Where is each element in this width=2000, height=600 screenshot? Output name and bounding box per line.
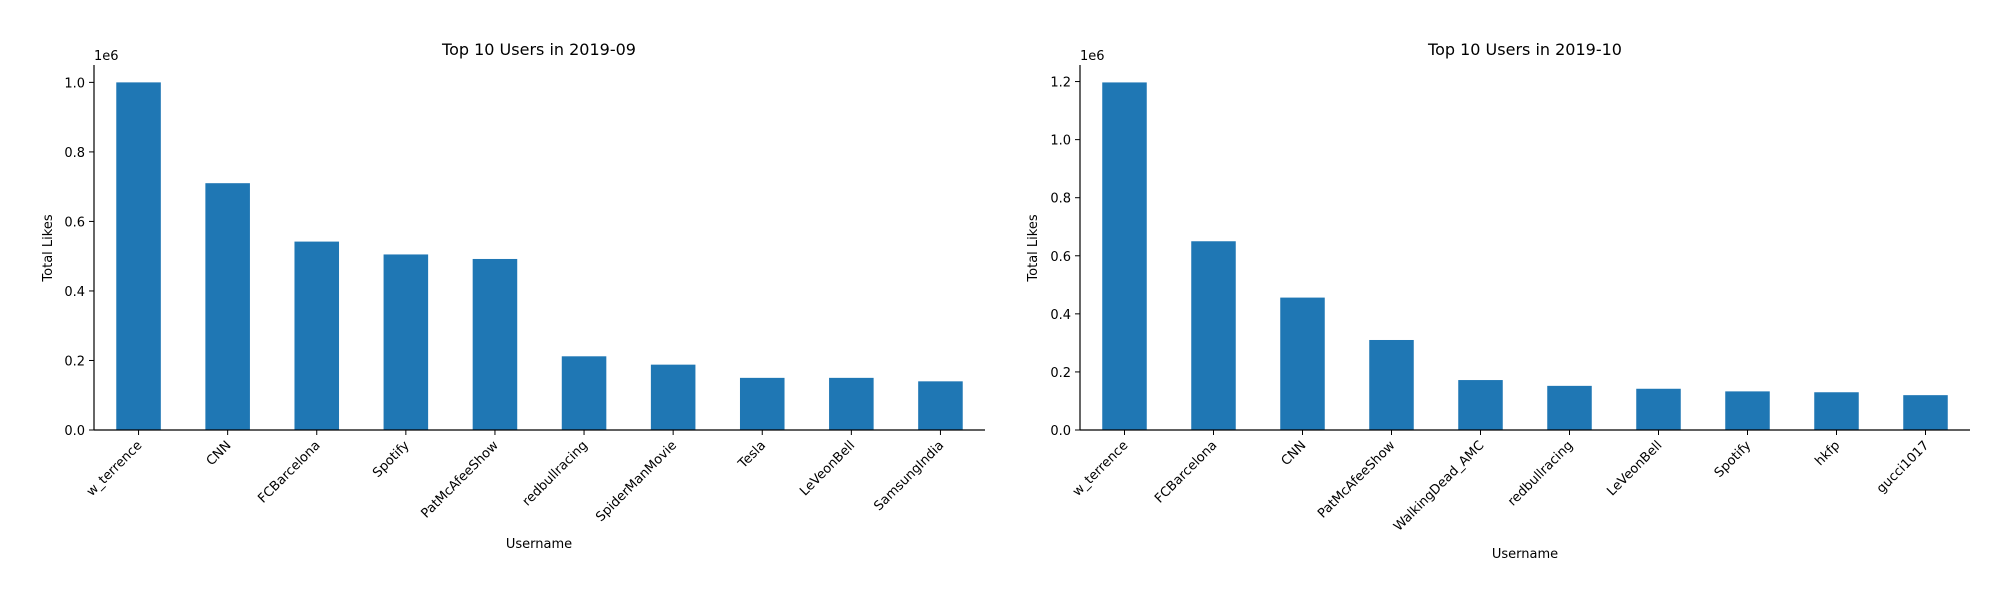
chart-1-y-label: Total Likes <box>41 214 56 282</box>
bar <box>294 241 340 430</box>
chart-2-y-ticks: 0.0 0.2 0.4 0.6 0.8 1.0 1.2 <box>1050 76 1080 439</box>
y-tick-label: 1.0 <box>1050 134 1071 149</box>
chart-2-title: Top 10 Users in 2019-10 <box>1427 40 1622 59</box>
bar <box>1814 392 1859 430</box>
y-tick-label: 0.6 <box>1050 250 1071 265</box>
y-tick-label: 0.0 <box>1050 424 1071 439</box>
chart-2-y-label: Total Likes <box>1026 214 1041 282</box>
bar <box>116 82 161 430</box>
bar <box>1280 297 1325 430</box>
chart-1-offset-text: 1e6 <box>94 49 119 64</box>
bar <box>472 258 518 430</box>
chart-1-bars <box>116 82 963 430</box>
y-tick-label: 0.2 <box>1050 366 1071 381</box>
bar <box>1191 241 1236 430</box>
chart-2-bars <box>1102 82 1948 431</box>
bar <box>1725 391 1770 430</box>
y-tick-label: 0.6 <box>64 215 85 230</box>
y-tick-label: 0.2 <box>64 354 85 369</box>
bar <box>1636 388 1681 430</box>
chart-1-x-label: Username <box>506 537 572 552</box>
bar <box>650 364 696 430</box>
chart-2: Top 10 Users in 2019-10 1e6 Total Likes … <box>1026 40 1970 562</box>
y-tick-label: 1.0 <box>64 76 85 91</box>
bar <box>829 377 874 430</box>
bar <box>205 183 250 430</box>
bar <box>383 254 429 430</box>
bar <box>1102 82 1147 431</box>
chart-2-x-label: Username <box>1492 547 1558 562</box>
chart-1-title: Top 10 Users in 2019-09 <box>441 40 636 59</box>
y-tick-label: 0.4 <box>1050 308 1071 323</box>
chart-1-y-ticks: 0.0 0.2 0.4 0.6 0.8 1.0 <box>64 76 94 439</box>
bar <box>561 356 607 430</box>
y-tick-label: 0.0 <box>64 424 85 439</box>
bar <box>1458 380 1503 430</box>
bar <box>1547 385 1592 430</box>
y-tick-label: 0.8 <box>1050 192 1071 207</box>
bar <box>739 377 785 430</box>
bar <box>918 381 963 430</box>
y-tick-label: 1.2 <box>1050 76 1071 91</box>
y-tick-label: 0.8 <box>64 146 85 161</box>
bar <box>1369 339 1414 430</box>
y-tick-label: 0.4 <box>64 285 85 300</box>
chart-2-offset-text: 1e6 <box>1080 49 1105 64</box>
bar <box>1903 395 1948 430</box>
